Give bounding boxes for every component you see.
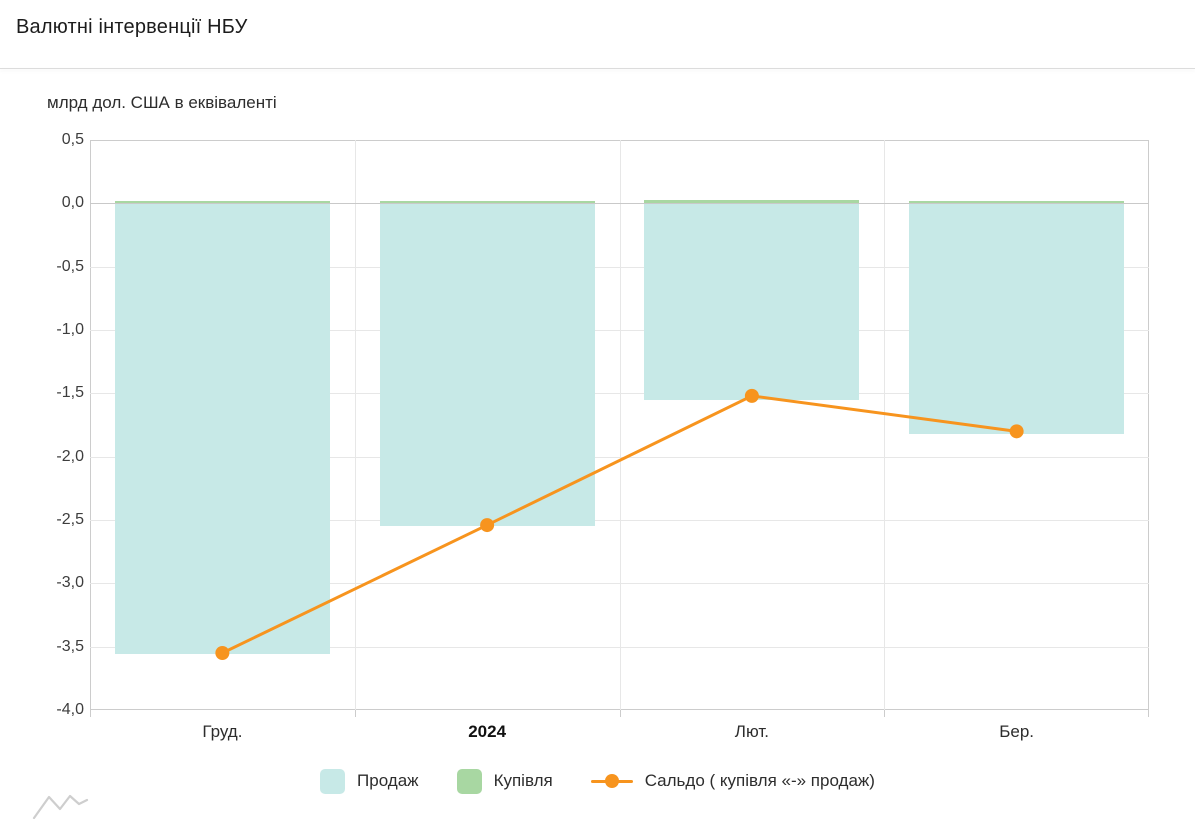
y-axis-label: 0,0 [61, 194, 84, 212]
purchase-bar [644, 199, 860, 204]
saldo-line-marker-icon [590, 774, 633, 788]
v-gridline [884, 140, 886, 710]
sale-swatch-icon [320, 768, 346, 794]
x-axis-label: 2024 [468, 722, 507, 741]
header-divider [0, 68, 1195, 69]
chart-header: Валютні інтервенції НБУ [0, 0, 1195, 68]
sale-bar [909, 203, 1125, 434]
x-axis-tick [90, 710, 91, 717]
legend-label-saldo: Сальдо ( купівля «-» продаж) [644, 771, 875, 790]
sale-bar [644, 203, 860, 400]
chart-title: Валютні інтервенції НБУ [16, 16, 248, 38]
y-axis-label: -3,5 [56, 637, 84, 655]
y-axis-label: -2,0 [56, 447, 84, 465]
legend-item-purchase[interactable]: Купівля [456, 768, 553, 794]
watermark-logo [32, 794, 89, 819]
purchase-swatch-icon [456, 768, 482, 794]
y-axis-label: 0,5 [61, 131, 84, 148]
purchase-bar [909, 200, 1125, 204]
y-axis-label: -2,5 [56, 511, 84, 528]
y-axis-label: -0,5 [56, 257, 84, 275]
y-axis-label: -4,0 [56, 701, 84, 718]
sale-bar [114, 203, 330, 655]
v-gridline [619, 140, 621, 710]
chart-legend: Продаж Купівля Сальдо ( купівля «-» прод… [0, 764, 1195, 798]
legend-item-saldo[interactable]: Сальдо ( купівля «-» продаж) [590, 771, 875, 791]
zero-axis-line [90, 203, 1149, 205]
v-gridline [354, 140, 356, 710]
y-axis-label: -3,0 [56, 574, 84, 592]
y-axis-label: -1,5 [56, 384, 84, 402]
x-axis-tick [884, 710, 886, 717]
purchase-bar [114, 201, 330, 204]
legend-label-purchase: Купівля [493, 771, 553, 790]
x-axis-tick [1148, 710, 1149, 717]
x-axis-label: Бер. [999, 722, 1035, 741]
x-axis-tick [354, 710, 356, 717]
y-axis-unit-label: млрд дол. США в еквіваленті [47, 93, 277, 112]
legend-item-sale[interactable]: Продаж [320, 768, 419, 794]
y-axis-label: -1,0 [56, 321, 84, 338]
x-axis-label: Груд. [202, 722, 243, 741]
x-axis-label: Лют. [734, 722, 769, 741]
legend-label-sale: Продаж [357, 771, 419, 790]
sale-bar [379, 203, 595, 527]
purchase-bar [379, 201, 595, 204]
x-axis-tick [619, 710, 621, 717]
